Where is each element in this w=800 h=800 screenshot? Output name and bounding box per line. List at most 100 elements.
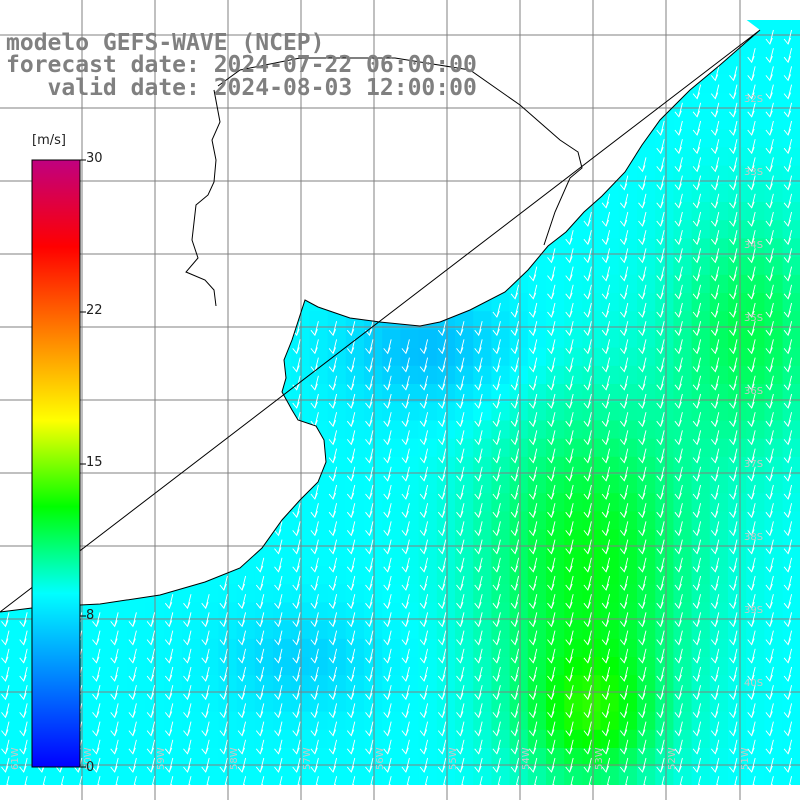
longitude-label: 57W bbox=[302, 747, 313, 770]
wind-arrow bbox=[456, 375, 465, 391]
wind-arrow bbox=[528, 266, 538, 282]
wind-arrow bbox=[783, 321, 793, 337]
wind-arrow bbox=[437, 375, 447, 391]
wind-arrow bbox=[674, 102, 683, 118]
wind-arrow bbox=[619, 193, 629, 209]
wind-arrow bbox=[765, 102, 774, 118]
wind-arrow bbox=[510, 466, 520, 482]
wind-arrow bbox=[783, 339, 793, 355]
wind-arrow bbox=[656, 302, 665, 318]
wind-arrow bbox=[492, 393, 501, 409]
wind-arrow bbox=[729, 84, 738, 100]
wind-speed-cell bbox=[764, 20, 784, 39]
wind-arrow bbox=[510, 393, 520, 409]
wind-speed-cell bbox=[728, 56, 747, 76]
wind-arrow bbox=[528, 284, 538, 300]
wind-arrow bbox=[765, 84, 774, 100]
wind-arrow bbox=[547, 448, 556, 464]
wind-arrow bbox=[583, 248, 592, 264]
wind-arrow bbox=[510, 448, 520, 464]
wind-arrow bbox=[638, 339, 647, 355]
wind-arrow bbox=[619, 393, 629, 409]
wind-speed-cell bbox=[236, 566, 256, 585]
wind-arrow bbox=[547, 357, 556, 373]
wind-arrow bbox=[638, 248, 647, 264]
wind-arrow bbox=[547, 430, 556, 446]
wind-arrow bbox=[638, 302, 647, 318]
wind-arrow bbox=[692, 284, 702, 300]
wind-arrow bbox=[619, 230, 629, 246]
wind-arrow bbox=[765, 448, 774, 464]
legend-tick-label: 8 bbox=[86, 608, 95, 623]
wind-arrow bbox=[492, 339, 501, 355]
wind-arrow bbox=[674, 393, 683, 409]
wind-arrow bbox=[437, 357, 447, 373]
wind-arrow bbox=[710, 266, 720, 282]
wind-arrow bbox=[729, 66, 738, 82]
wind-arrow bbox=[365, 466, 374, 482]
wind-arrow bbox=[638, 412, 647, 428]
wind-arrow bbox=[292, 393, 301, 409]
wind-speed-cell bbox=[254, 547, 274, 567]
wind-arrow bbox=[710, 339, 720, 355]
wind-arrow bbox=[547, 266, 556, 282]
wind-arrow bbox=[710, 66, 720, 82]
wind-arrow bbox=[692, 375, 702, 391]
wind-arrow bbox=[547, 302, 556, 318]
wind-arrow bbox=[656, 139, 665, 155]
wind-arrow bbox=[619, 375, 629, 391]
wind-arrow bbox=[492, 357, 501, 373]
wind-arrow bbox=[619, 321, 629, 337]
longitude-label: 56W bbox=[375, 747, 386, 770]
wind-arrow bbox=[547, 284, 556, 300]
wind-arrow bbox=[783, 393, 793, 409]
wind-arrow bbox=[565, 339, 574, 355]
legend-tick-label: 15 bbox=[86, 455, 103, 470]
wind-arrow bbox=[783, 175, 793, 191]
wind-arrow bbox=[656, 266, 665, 282]
wind-arrow bbox=[510, 430, 520, 446]
wind-arrow bbox=[510, 284, 520, 300]
wind-arrow bbox=[710, 84, 720, 100]
wind-arrow bbox=[692, 357, 702, 373]
wind-speed-cell bbox=[127, 602, 147, 622]
wind-arrow bbox=[692, 230, 702, 246]
wind-arrow bbox=[328, 412, 338, 428]
latitude-label: 40S bbox=[744, 678, 763, 689]
wind-arrow bbox=[710, 357, 720, 373]
wind-arrow bbox=[729, 448, 738, 464]
wind-arrow bbox=[765, 357, 774, 373]
wind-speed-cell bbox=[746, 38, 765, 57]
wind-arrow bbox=[474, 357, 483, 373]
wind-arrow bbox=[765, 175, 774, 191]
wind-arrow bbox=[310, 412, 319, 428]
longitude-label: 61W bbox=[10, 747, 21, 770]
wind-arrow bbox=[401, 357, 410, 373]
wind-arrow bbox=[292, 321, 301, 337]
wind-arrow bbox=[674, 302, 683, 318]
wind-arrow bbox=[674, 157, 683, 173]
wind-arrow bbox=[692, 448, 702, 464]
wind-arrow bbox=[765, 193, 774, 209]
wind-arrow bbox=[474, 375, 483, 391]
wind-arrow bbox=[656, 248, 665, 264]
wind-arrow bbox=[674, 375, 683, 391]
color-scale-bar bbox=[31, 159, 86, 768]
wind-arrow bbox=[729, 302, 738, 318]
wind-arrow bbox=[710, 102, 720, 118]
wind-arrow bbox=[601, 357, 611, 373]
wind-arrow bbox=[619, 211, 629, 227]
wind-arrow bbox=[729, 102, 738, 118]
longitude-label: 58W bbox=[229, 747, 240, 770]
wind-arrow bbox=[638, 448, 647, 464]
wind-arrow bbox=[619, 284, 629, 300]
wind-arrow bbox=[674, 120, 683, 136]
wind-arrow bbox=[601, 284, 611, 300]
wind-arrow bbox=[765, 339, 774, 355]
wind-arrow bbox=[765, 266, 774, 282]
wind-arrow bbox=[401, 448, 410, 464]
wind-arrow bbox=[656, 393, 665, 409]
wind-arrow bbox=[510, 357, 520, 373]
wind-arrow bbox=[747, 175, 756, 191]
wind-arrow bbox=[437, 466, 447, 482]
